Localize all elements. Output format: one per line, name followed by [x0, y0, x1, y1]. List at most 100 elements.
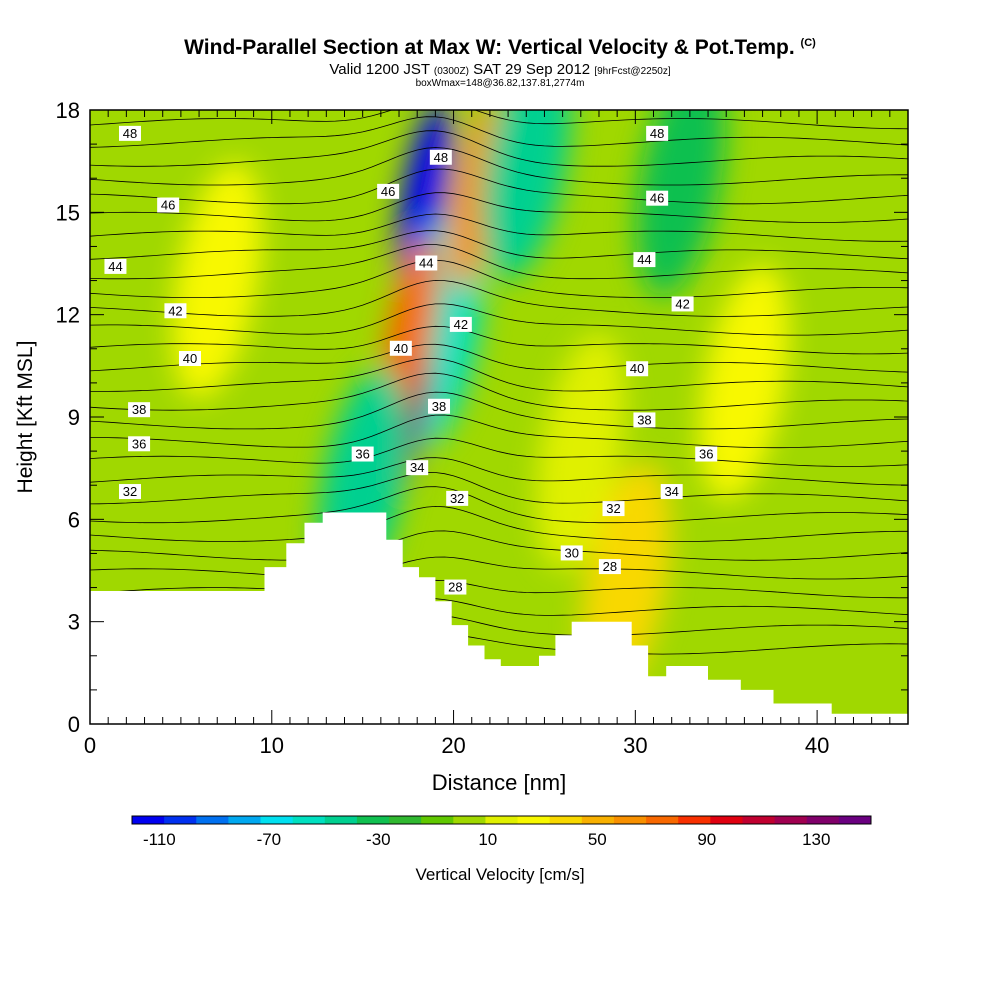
isentrope-label-text: 42 [675, 296, 689, 311]
isentrope-label: 28 [598, 559, 621, 575]
isentrope-label-box [660, 484, 683, 500]
isentrope-label-text: 36 [132, 436, 146, 451]
isentrope-line [90, 130, 908, 167]
isentrope-line [90, 279, 908, 317]
isentrope-label-text: 34 [664, 484, 678, 499]
velocity-cell [699, 264, 789, 502]
isentrope-label: 40 [626, 361, 649, 377]
isentrope-label: 30 [560, 545, 583, 561]
y-axis-label: Height [Kft MSL] [14, 341, 37, 494]
isentrope-label-box [428, 398, 451, 414]
colorbar-swatch [838, 816, 872, 824]
velocity-field [172, 110, 789, 700]
y-tick-label: 6 [68, 507, 80, 532]
colorbar-swatch [549, 816, 583, 824]
isentrope-line [90, 325, 908, 355]
isentrope-line [90, 471, 908, 505]
isentrope-label-box [164, 303, 187, 319]
isentrope-line [90, 530, 908, 561]
colorbar-tick-label: -110 [143, 830, 176, 849]
colorbar-swatch [389, 816, 422, 824]
isentrope-label-box [633, 252, 656, 268]
colorbar-tick-label: -70 [257, 830, 282, 849]
isentrope-label-box [446, 490, 469, 506]
isentrope-label-box [598, 559, 621, 575]
isentrope-label-text: 44 [419, 256, 433, 271]
isentrope-label-text: 36 [355, 447, 369, 462]
colorbar-swatch [196, 816, 229, 824]
colorbar-swatch [678, 816, 711, 824]
x-tick-label: 10 [260, 733, 284, 758]
isentrope-label-box [351, 446, 374, 462]
colorbar-tick-label: 10 [478, 830, 497, 849]
isentrope-label: 28 [444, 579, 467, 595]
isentropes [90, 110, 908, 655]
chart-subtitle: Valid 1200 JST (0300Z) SAT 29 Sep 2012 [… [0, 61, 1000, 78]
colorbar-swatch [453, 816, 486, 824]
y-tick-label: 12 [56, 303, 80, 328]
colorbar-swatch [485, 816, 519, 824]
isentrope-line [90, 343, 908, 373]
isentrope-label-box [389, 340, 412, 356]
forecast-info: [9hrFcst@2250z] [594, 66, 671, 77]
isentrope-label-box [646, 125, 669, 141]
colorbar-frame [131, 815, 872, 825]
isentrope-label-text: 44 [637, 252, 651, 267]
isentrope-label: 38 [128, 402, 151, 418]
colorbar-swatch [613, 816, 647, 824]
isentrope-label-text: 48 [650, 126, 664, 141]
isentrope-label-box [118, 125, 141, 141]
isentrope-label-box [444, 579, 467, 595]
isentrope-label-box [449, 316, 472, 332]
isentrope-label-text: 32 [450, 491, 464, 506]
isentrope-line [90, 213, 908, 242]
isentrope-label-text: 38 [637, 412, 651, 427]
isentrope-label: 46 [157, 197, 180, 213]
isentrope-line [90, 259, 908, 298]
isentrope-line [90, 192, 908, 224]
valid-date: SAT 29 Sep 2012 [473, 61, 591, 78]
isentrope-label-text: 44 [108, 259, 122, 274]
isentrope-label-box [406, 460, 429, 476]
isentrope-line [90, 116, 908, 148]
colorbar-swatch [710, 816, 743, 824]
isentrope-label: 36 [128, 436, 151, 452]
x-tick-label: 40 [805, 733, 829, 758]
isentrope-label: 32 [602, 501, 625, 517]
colorbar-tick-label: 50 [588, 830, 607, 849]
isentrope-line [90, 303, 908, 336]
isentrope-label-box [646, 190, 669, 206]
colorbar-swatch [774, 816, 808, 824]
isentrope-label-text: 36 [699, 447, 713, 462]
isentrope-label: 42 [164, 303, 187, 319]
isentrope-line [90, 147, 908, 186]
isentrope-label: 38 [633, 412, 656, 428]
colorbar-swatch [581, 816, 615, 824]
isentrope-label-text: 46 [161, 198, 175, 213]
colorbar-tick-label: -30 [366, 830, 391, 849]
isentrope-label-text: 46 [381, 184, 395, 199]
y-tick-label: 3 [68, 610, 80, 635]
isentrope-line [90, 457, 908, 486]
valid-time-utc: (0300Z) [433, 66, 469, 77]
colorbar-swatch [421, 816, 454, 824]
isentrope-label-text: 34 [410, 460, 424, 475]
velocity-cell [172, 162, 262, 399]
isentrope-label: 36 [351, 446, 374, 462]
isentrope-label-box [178, 351, 201, 367]
isentrope-label-box [118, 484, 141, 500]
x-axis-label: Distance [nm] [432, 770, 567, 795]
isentrope-line [90, 372, 908, 411]
colorbar-swatch [324, 816, 358, 824]
isentrope-label: 40 [389, 340, 412, 356]
isentrope-label: 48 [646, 125, 669, 141]
colorbar: -110 -70 -30 10 50 90 130 [131, 815, 872, 849]
isentrope-label-box [633, 412, 656, 428]
isentrope-label-text: 48 [123, 126, 137, 141]
colorbar-swatch [742, 816, 776, 824]
isentrope-label-text: 38 [132, 402, 146, 417]
isentrope-label: 32 [446, 490, 469, 506]
isentrope-line [90, 110, 908, 130]
